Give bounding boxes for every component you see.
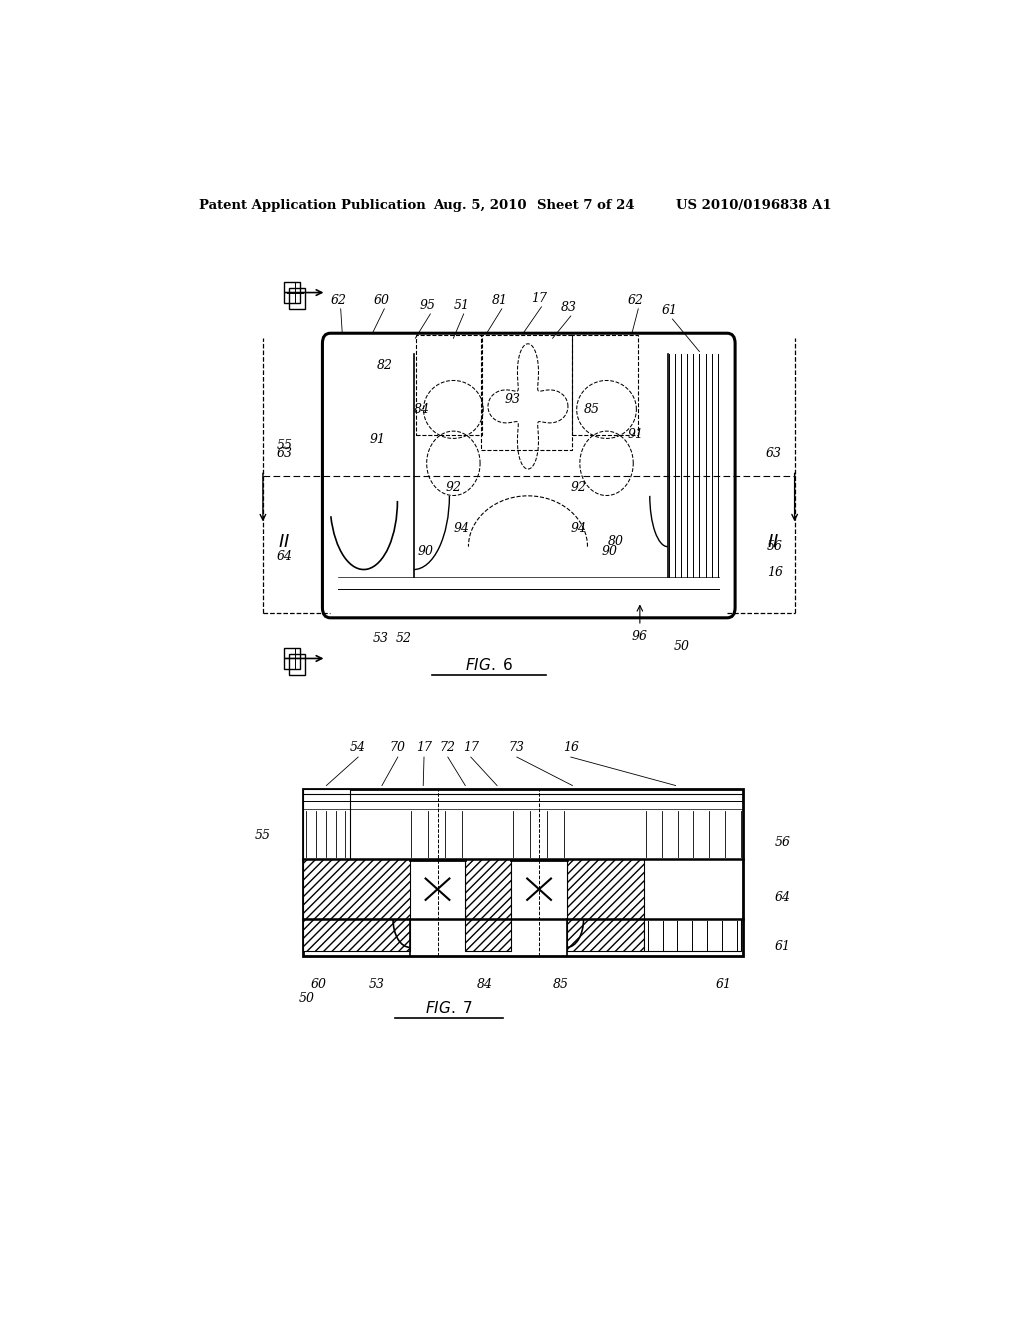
- Text: 92: 92: [445, 482, 462, 494]
- Text: 82: 82: [377, 359, 392, 372]
- Text: 91: 91: [370, 433, 386, 446]
- Text: US 2010/0196838 A1: US 2010/0196838 A1: [676, 199, 831, 213]
- Bar: [567, 919, 644, 952]
- Bar: [303, 859, 465, 919]
- Text: 62: 62: [331, 294, 346, 308]
- Text: 85: 85: [553, 978, 568, 991]
- Text: 17: 17: [463, 742, 479, 755]
- Text: 17: 17: [531, 292, 547, 305]
- Text: 90: 90: [602, 545, 617, 558]
- Bar: [572, 335, 638, 434]
- Text: 53: 53: [369, 978, 384, 991]
- Bar: [481, 335, 572, 450]
- Bar: [644, 919, 740, 952]
- Text: 64: 64: [775, 891, 791, 904]
- Text: 64: 64: [276, 550, 292, 564]
- Text: 53: 53: [373, 632, 388, 644]
- Text: 61: 61: [663, 305, 678, 317]
- Text: 54: 54: [350, 742, 367, 755]
- Text: 60: 60: [374, 294, 390, 308]
- Bar: [465, 859, 511, 919]
- Text: 85: 85: [585, 403, 600, 416]
- Bar: [303, 788, 350, 859]
- Bar: [303, 788, 743, 956]
- Bar: [416, 335, 482, 434]
- Bar: [511, 859, 567, 919]
- Bar: [285, 282, 300, 302]
- Text: 56: 56: [775, 836, 791, 849]
- Text: 80: 80: [608, 535, 624, 548]
- Text: 61: 61: [715, 978, 731, 991]
- Text: 70: 70: [390, 742, 406, 755]
- Text: 93: 93: [505, 393, 521, 405]
- Text: $\mathit{FIG.\ 7}$: $\mathit{FIG.\ 7}$: [425, 1001, 473, 1016]
- Text: 94: 94: [570, 521, 587, 535]
- Bar: [465, 919, 511, 952]
- Bar: [410, 859, 465, 919]
- Text: 94: 94: [454, 521, 469, 535]
- Text: 90: 90: [418, 545, 433, 558]
- Text: 84: 84: [477, 978, 494, 991]
- Bar: [289, 655, 305, 675]
- Text: $\mathit{FIG.\ 6}$: $\mathit{FIG.\ 6}$: [465, 656, 513, 673]
- Text: 83: 83: [560, 301, 577, 314]
- Text: 51: 51: [454, 300, 469, 313]
- Text: 96: 96: [632, 630, 648, 643]
- Text: 50: 50: [299, 993, 314, 1006]
- Text: 61: 61: [775, 940, 791, 953]
- Text: $\mathit{II}$: $\mathit{II}$: [767, 532, 779, 550]
- Text: 55: 55: [276, 438, 292, 451]
- Text: Patent Application Publication: Patent Application Publication: [200, 199, 426, 213]
- Text: 72: 72: [440, 742, 456, 755]
- Text: 16: 16: [767, 565, 782, 578]
- Text: 92: 92: [570, 482, 587, 494]
- Text: $\mathit{II}$: $\mathit{II}$: [279, 532, 291, 550]
- Text: 91: 91: [628, 429, 644, 441]
- Text: Sheet 7 of 24: Sheet 7 of 24: [537, 199, 634, 213]
- Text: 55: 55: [255, 829, 271, 842]
- FancyBboxPatch shape: [323, 333, 735, 618]
- Bar: [567, 859, 644, 919]
- Text: 63: 63: [276, 446, 292, 459]
- Text: 50: 50: [674, 640, 690, 653]
- Bar: [285, 648, 300, 669]
- Text: 62: 62: [628, 294, 644, 308]
- Text: 52: 52: [396, 632, 413, 644]
- Bar: [289, 289, 305, 309]
- Text: 84: 84: [414, 403, 430, 416]
- Text: 60: 60: [310, 978, 327, 991]
- Text: 95: 95: [420, 300, 436, 313]
- Text: 17: 17: [416, 742, 432, 755]
- Text: 56: 56: [767, 540, 782, 553]
- Text: 81: 81: [492, 294, 508, 308]
- Text: 16: 16: [563, 742, 579, 755]
- Text: 63: 63: [765, 446, 781, 459]
- Text: 73: 73: [509, 742, 525, 755]
- Text: Aug. 5, 2010: Aug. 5, 2010: [433, 199, 527, 213]
- Bar: [303, 919, 410, 952]
